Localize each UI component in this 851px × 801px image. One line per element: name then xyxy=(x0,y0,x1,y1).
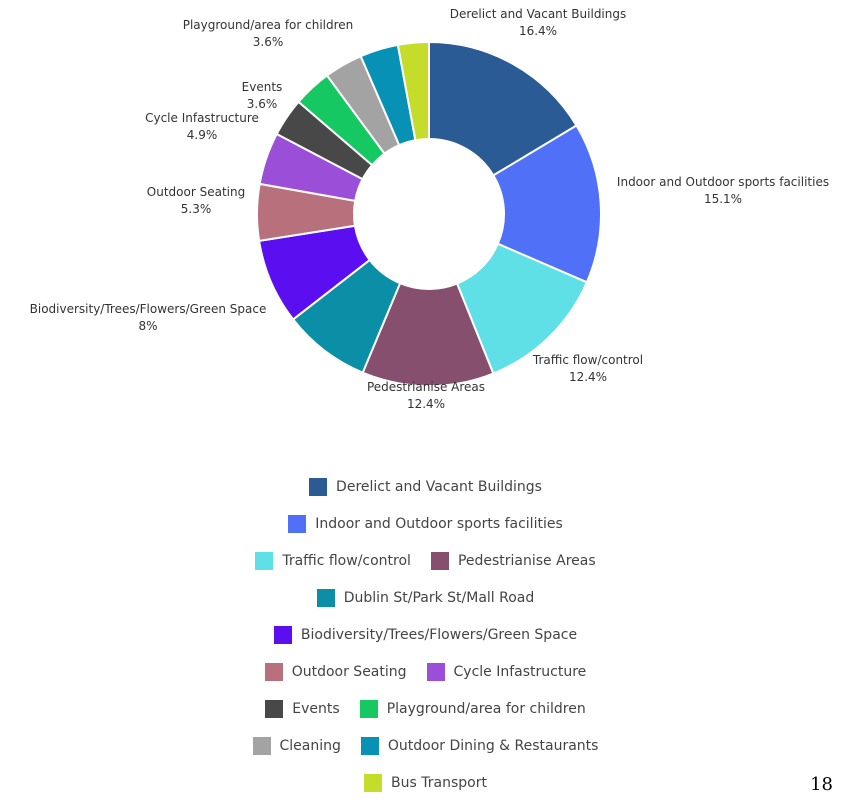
slice-name-label: Outdoor Seating xyxy=(147,185,245,199)
legend-swatch xyxy=(252,736,271,755)
legend-item: Indoor and Outdoor sports facilities xyxy=(288,514,563,533)
legend-swatch xyxy=(364,773,383,792)
legend-swatch xyxy=(288,514,307,533)
slice-value-label: 15.1% xyxy=(704,192,742,206)
legend-label: Outdoor Seating xyxy=(291,663,407,680)
legend-item: Outdoor Dining & Restaurants xyxy=(360,736,599,755)
donut-chart: Derelict and Vacant Buildings 16.4% Indoor… xyxy=(30,7,829,411)
legend-label: Pedestrianise Areas xyxy=(457,552,596,569)
slice-value-label: 8% xyxy=(138,319,157,333)
legend-item: Bus Transport xyxy=(364,773,487,792)
legend-label: Cycle Infastructure xyxy=(453,663,587,680)
legend-row: Traffic flow/control Pedestrianise Areas xyxy=(0,542,851,579)
slice-name-label: Biodiversity/Trees/Flowers/Green Space xyxy=(30,302,267,316)
legend-label: Derelict and Vacant Buildings xyxy=(336,478,542,495)
legend-row: Indoor and Outdoor sports facilities xyxy=(0,505,851,542)
legend-label: Indoor and Outdoor sports facilities xyxy=(315,515,563,532)
legend-row: Outdoor Seating Cycle Infastructure xyxy=(0,653,851,690)
slice-name-label: Derelict and Vacant Buildings xyxy=(450,7,627,21)
legend-label: Playground/area for children xyxy=(386,700,586,717)
legend-item: Playground/area for children xyxy=(359,699,586,718)
legend-swatch xyxy=(359,699,378,718)
page-number: 18 xyxy=(810,774,833,795)
legend-swatch xyxy=(265,699,284,718)
legend-item: Outdoor Seating xyxy=(264,662,407,681)
legend-swatch xyxy=(255,551,274,570)
donut-slice xyxy=(428,40,578,177)
slice-name-label: Indoor and Outdoor sports facilities xyxy=(617,175,829,189)
legend-row: Events Playground/area for children xyxy=(0,690,851,727)
legend-swatch xyxy=(273,625,292,644)
legend-item: Derelict and Vacant Buildings xyxy=(309,477,542,496)
legend-label: Bus Transport xyxy=(391,774,487,791)
legend-row: Cleaning Outdoor Dining & Restaurants xyxy=(0,727,851,764)
legend-row: Derelict and Vacant Buildings xyxy=(0,468,851,505)
legend-item: Cycle Infastructure xyxy=(426,662,587,681)
legend-swatch xyxy=(360,736,379,755)
legend-item: Dublin St/Park St/Mall Road xyxy=(316,588,535,607)
legend-label: Events xyxy=(292,700,340,717)
legend-row: Bus Transport xyxy=(0,764,851,801)
legend-label: Outdoor Dining & Restaurants xyxy=(387,737,599,754)
legend-item: Cleaning xyxy=(252,736,341,755)
legend-label: Traffic flow/control xyxy=(282,552,411,569)
legend-row: Dublin St/Park St/Mall Road xyxy=(0,579,851,616)
slice-value-label: 4.9% xyxy=(187,128,218,142)
slice-value-label: 3.6% xyxy=(247,97,278,111)
legend-label: Cleaning xyxy=(279,737,341,754)
donut-slice xyxy=(396,40,430,142)
slice-value-label: 3.6% xyxy=(253,35,284,49)
legend-item: Biodiversity/Trees/Flowers/Green Space xyxy=(273,625,578,644)
slice-name-label: Traffic flow/control xyxy=(532,353,643,367)
donut-slice xyxy=(491,124,602,284)
legend-item: Pedestrianise Areas xyxy=(430,551,596,570)
legend-swatch xyxy=(309,477,328,496)
slice-name-label: Playground/area for children xyxy=(183,18,354,32)
legend-label: Biodiversity/Trees/Flowers/Green Space xyxy=(300,626,578,643)
chart-legend: Derelict and Vacant Buildings Indoor and … xyxy=(0,468,851,801)
slice-value-label: 12.4% xyxy=(569,370,607,384)
slice-value-label: 16.4% xyxy=(519,24,557,38)
legend-label: Dublin St/Park St/Mall Road xyxy=(343,589,535,606)
legend-swatch xyxy=(426,662,445,681)
legend-item: Traffic flow/control xyxy=(255,551,411,570)
slice-name-label: Pedestrianise Areas xyxy=(367,380,485,394)
legend-swatch xyxy=(264,662,283,681)
legend-swatch xyxy=(316,588,335,607)
slice-name-label: Cycle Infastructure xyxy=(145,111,259,125)
slice-value-label: 5.3% xyxy=(181,202,212,216)
legend-row: Biodiversity/Trees/Flowers/Green Space xyxy=(0,616,851,653)
legend-item: Events xyxy=(265,699,340,718)
legend-swatch xyxy=(430,551,449,570)
slice-value-label: 12.4% xyxy=(407,397,445,411)
slice-name-label: Events xyxy=(242,80,283,94)
